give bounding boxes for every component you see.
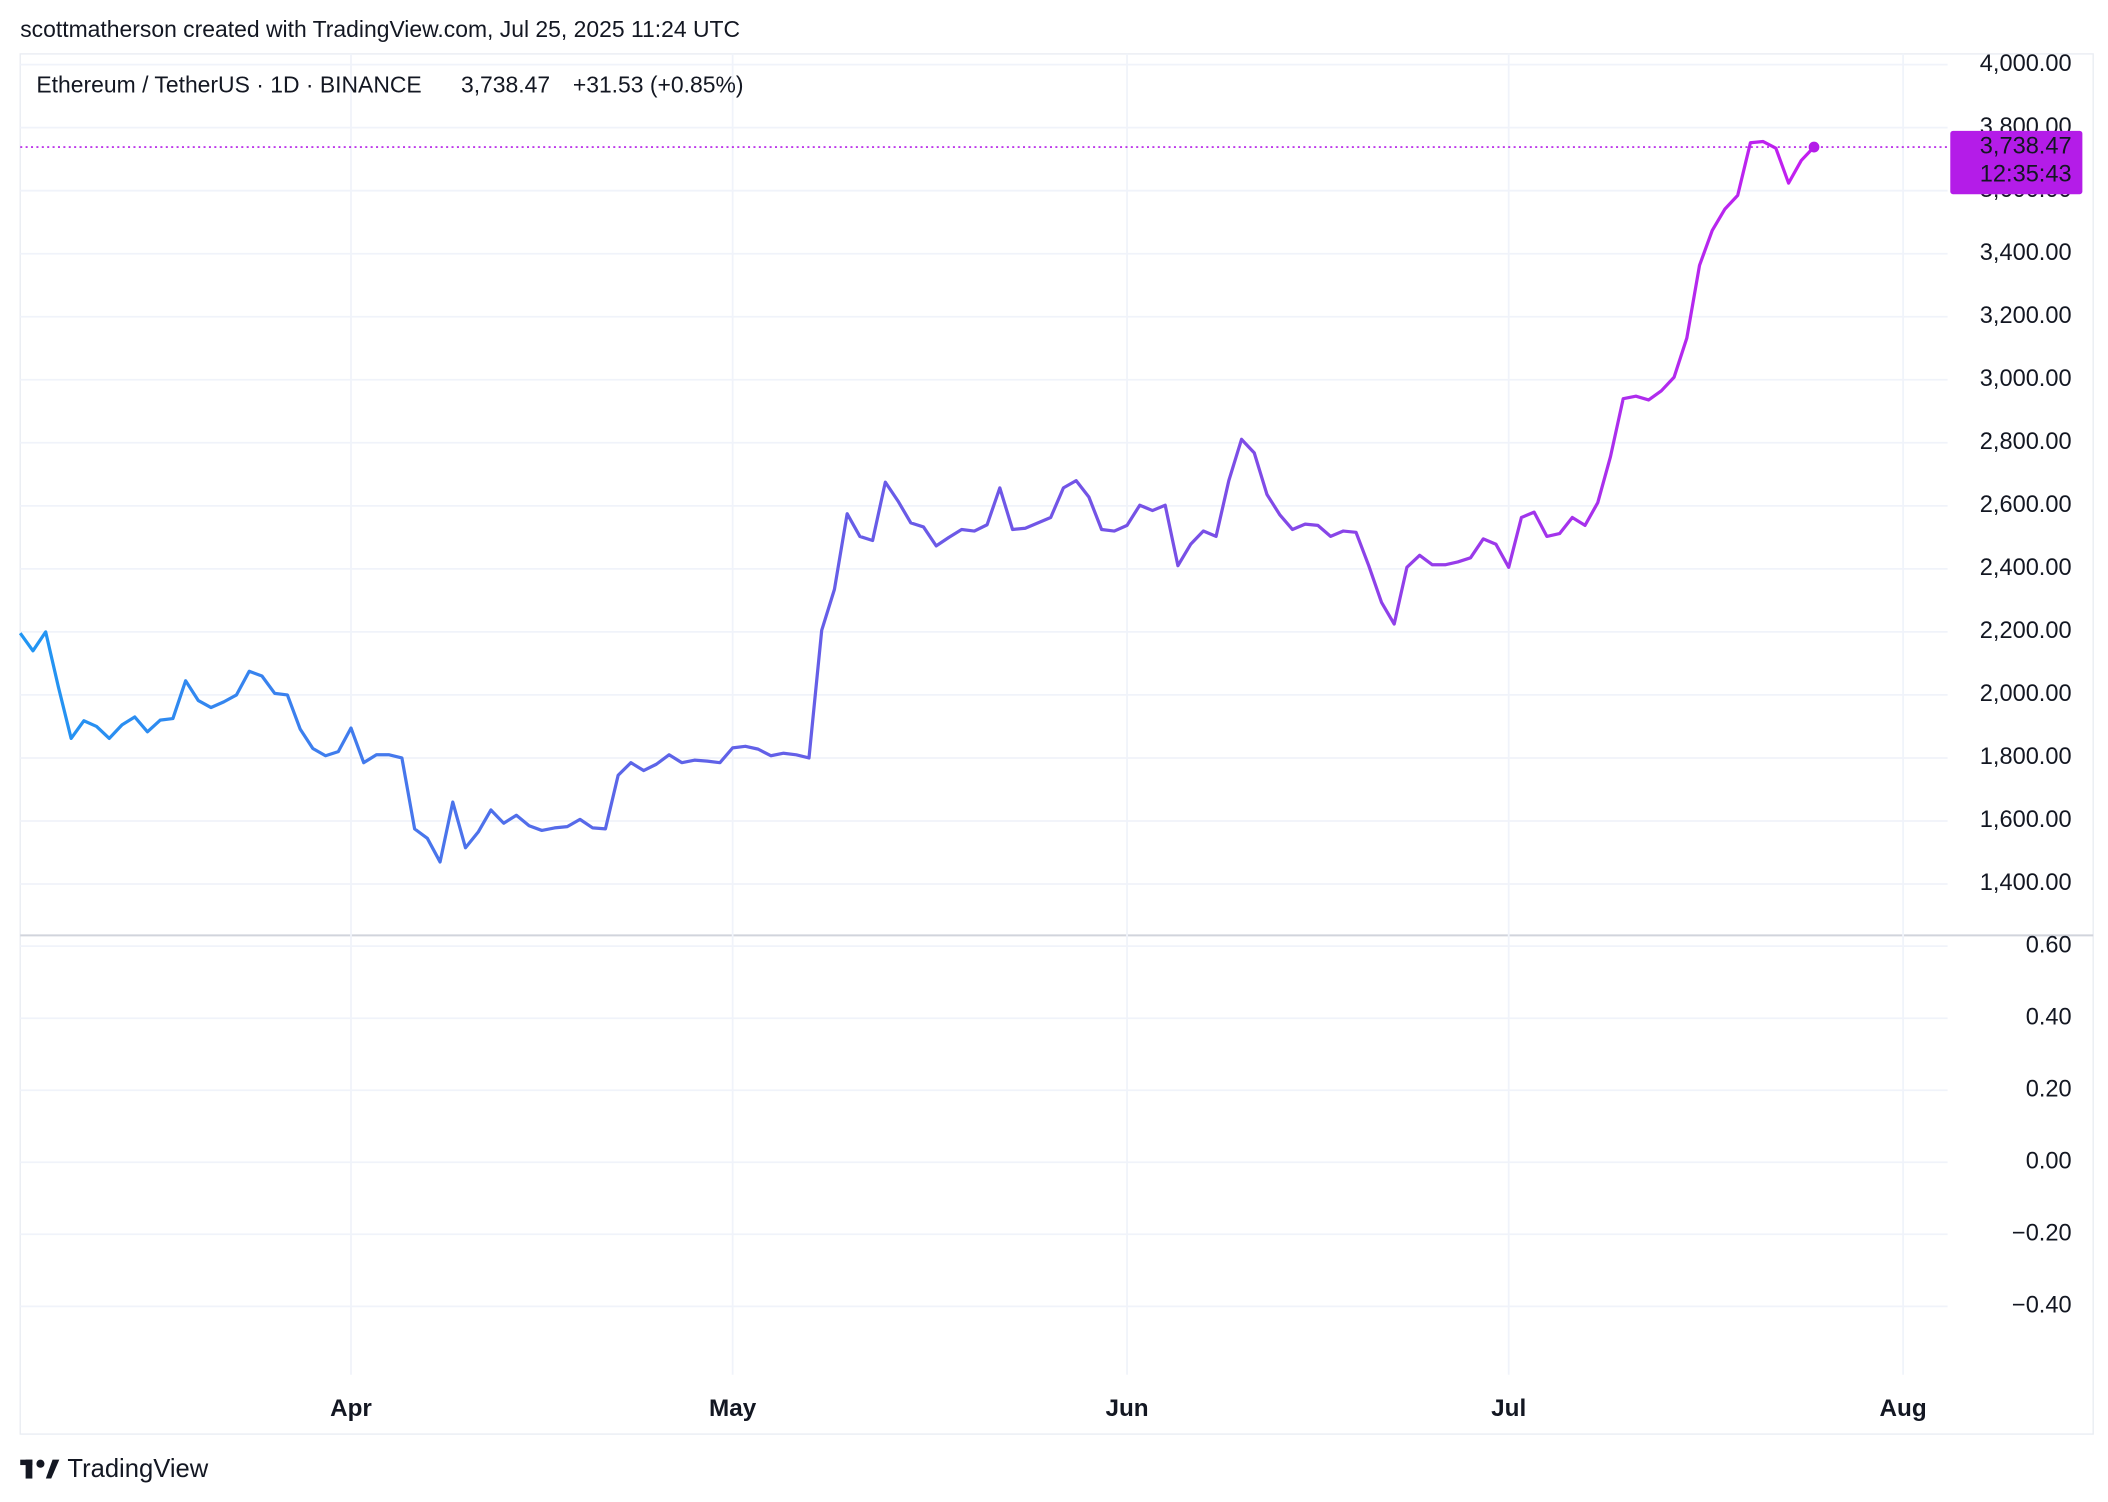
y-tick-label: 3,400.00	[1980, 239, 2072, 265]
y-tick-label: 0.20	[2026, 1075, 2072, 1101]
y-tick-label: 1,800.00	[1980, 743, 2072, 769]
x-tick-label: May	[709, 1395, 757, 1422]
y-tick-label: 1,400.00	[1980, 869, 2072, 895]
countdown: 12:35:43	[1980, 161, 2072, 187]
frame	[19, 53, 2094, 1435]
symbol: Ethereum / TetherUS · 1D · BINANCE	[36, 71, 421, 97]
price-line	[18, 139, 1816, 864]
y-tick-label: 2,200.00	[1980, 617, 2072, 643]
y-tick-label: 3,000.00	[1980, 365, 2072, 391]
y-tick-label: −0.40	[2012, 1292, 2072, 1318]
y-tick-label: 0.40	[2026, 1003, 2072, 1029]
y-tick-label: 2,400.00	[1980, 554, 2072, 580]
y-tick-label: 4,000.00	[1980, 50, 2072, 76]
x-tick-label: Apr	[330, 1395, 372, 1422]
y-tick-label: 2,000.00	[1980, 680, 2072, 706]
header-price: 3,738.47	[461, 71, 550, 97]
y-tick-label: 3,200.00	[1980, 302, 2072, 328]
y-tick-label: 2,600.00	[1980, 491, 2072, 517]
credit: scottmatherson created with TradingView.…	[20, 16, 740, 42]
y-tick-label: −0.20	[2012, 1220, 2072, 1246]
last-point	[1808, 141, 1820, 153]
x-tick-label: Jun	[1105, 1395, 1148, 1422]
header-change: +31.53 (+0.85%)	[573, 71, 744, 97]
y-tick-label: 0.60	[2026, 931, 2072, 957]
logo	[20, 1459, 60, 1479]
x-tick-label: Aug	[1880, 1395, 1927, 1422]
y-tick-label: 0.00	[2026, 1148, 2072, 1174]
brand: TradingView	[67, 1455, 208, 1483]
y-tick-label: 2,800.00	[1980, 428, 2072, 454]
price-label-box	[1950, 130, 2083, 195]
x-tick-label: Jul	[1491, 1395, 1526, 1422]
y-tick-label: 1,600.00	[1980, 806, 2072, 832]
price-label: 3,738.47	[1980, 132, 2072, 158]
